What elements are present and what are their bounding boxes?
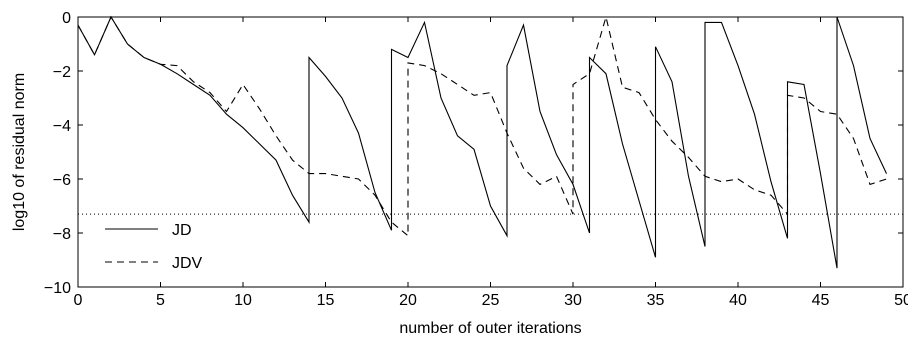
series-line-jdv: [77, 14, 887, 237]
y-axis-ticks: 0 −2 −4 −6 −8 −10: [44, 10, 903, 297]
y-axis-label: log10 of residual norm: [11, 73, 28, 231]
x-tick-label: 35: [647, 292, 665, 309]
x-tick-label: 0: [74, 292, 83, 309]
plot-frame: [77, 16, 904, 288]
plot-border: [77, 16, 904, 288]
x-tick-label: 10: [234, 292, 252, 309]
x-tick-label: 25: [482, 292, 500, 309]
series-line-jd: [77, 15, 887, 269]
series-layer: [77, 14, 887, 269]
x-tick-label: 40: [729, 292, 747, 309]
x-tick-label: 20: [399, 292, 417, 309]
x-tick-label: 45: [812, 292, 830, 309]
legend: JD JDV: [105, 222, 203, 272]
y-tick-label: 0: [62, 10, 71, 27]
y-tick-label: −6: [53, 172, 71, 189]
y-tick-label: −8: [53, 226, 71, 243]
x-tick-label: 5: [156, 292, 165, 309]
x-tick-label: 30: [564, 292, 582, 309]
y-tick-label: −2: [53, 64, 71, 81]
legend-label-jd: JD: [172, 222, 192, 239]
x-tick-label: 50: [894, 292, 908, 309]
legend-label-jdv: JDV: [172, 255, 203, 272]
x-tick-label: 15: [317, 292, 335, 309]
x-axis-ticks: 0 5 10 15 20 25 30 35 40 45 50: [74, 17, 908, 309]
x-axis-label: number of outer iterations: [399, 320, 581, 337]
y-tick-label: −4: [53, 118, 71, 135]
y-tick-label: −10: [44, 280, 71, 297]
